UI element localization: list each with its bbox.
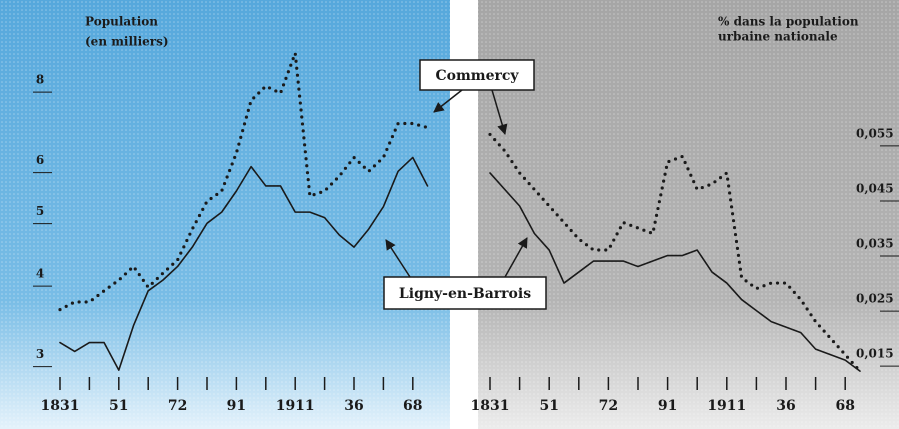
- label-box: [419, 59, 535, 91]
- x-tick-label: 36: [344, 398, 363, 414]
- y-axis-label: Population: [85, 15, 158, 29]
- series-label: Commercy: [435, 68, 519, 84]
- x-tick-label: 1831: [41, 398, 80, 414]
- x-tick-label: 91: [227, 398, 246, 414]
- arrow: [491, 89, 508, 136]
- y-tick-label: 0,015: [856, 347, 894, 361]
- y-axis-label: % dans la population: [718, 15, 859, 29]
- x-tick-label: 36: [776, 398, 795, 414]
- series-line: [489, 172, 861, 372]
- x-tick-label: 72: [599, 398, 618, 414]
- y-tick-label: 8: [36, 73, 44, 87]
- annotations: Commercy Ligny-en-Barrois: [383, 59, 547, 310]
- x-tick-label: 72: [168, 398, 187, 414]
- y-tick-label: 0,055: [856, 126, 894, 140]
- y-tick-label: 5: [36, 204, 44, 218]
- arrow: [504, 237, 528, 278]
- y-tick-label: 0,045: [856, 181, 894, 195]
- x-tick-label: 68: [403, 398, 422, 414]
- x-tick-label: 1831: [471, 398, 510, 414]
- series-line: [58, 51, 430, 312]
- y-axis-label: (en milliers): [85, 35, 169, 49]
- x-tick-label: 51: [109, 398, 128, 414]
- series-line: [59, 156, 429, 371]
- arrow: [385, 239, 411, 278]
- x-tick-label: 68: [835, 398, 854, 414]
- y-tick-label: 3: [36, 347, 44, 361]
- x-tick-label: 1911: [276, 398, 315, 414]
- halftone: [478, 0, 899, 429]
- y-tick-label: 0,035: [856, 237, 894, 251]
- series-line: [488, 132, 862, 373]
- y-tick-label: 0,025: [856, 292, 894, 306]
- series-label: Ligny-en-Barrois: [399, 286, 531, 302]
- x-tick-label: 91: [658, 398, 677, 414]
- x-tick-label: 51: [539, 398, 558, 414]
- y-axis-label: urbaine nationale: [718, 30, 838, 44]
- label-box: [383, 276, 547, 310]
- y-tick-label: 4: [36, 267, 44, 281]
- x-tick-label: 1911: [707, 398, 746, 414]
- y-tick-label: 6: [36, 153, 44, 167]
- arrow: [433, 89, 463, 113]
- halftone: [0, 0, 450, 429]
